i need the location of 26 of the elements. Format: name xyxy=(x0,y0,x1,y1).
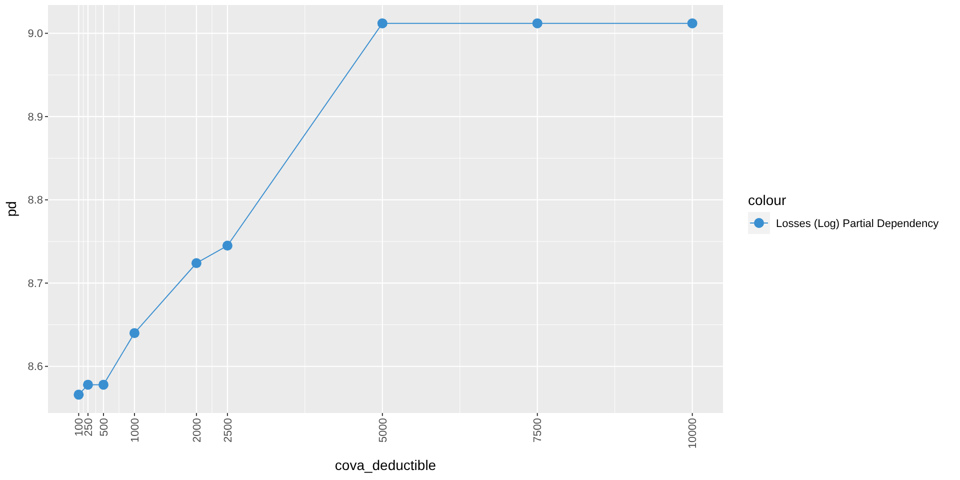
point xyxy=(532,18,542,28)
point xyxy=(377,18,388,28)
y-tick-label: 8.8 xyxy=(28,194,43,207)
point xyxy=(74,390,84,400)
y-tick-label: 8.7 xyxy=(28,278,43,290)
y-tick-label: 8.9 xyxy=(28,111,43,124)
x-tick-label: 250 xyxy=(82,418,95,436)
y-tick-label: 8.6 xyxy=(28,361,43,374)
x-axis-title: cova_deductible xyxy=(334,457,436,473)
x-tick-label: 5000 xyxy=(377,418,390,442)
legend-label: Losses (Log) Partial Dependency xyxy=(776,218,940,230)
x-tick-label: 500 xyxy=(98,418,110,436)
point xyxy=(82,380,93,390)
legend-title: colour xyxy=(748,192,786,208)
x-tick-label: 2500 xyxy=(222,418,234,442)
point xyxy=(98,380,108,390)
y-tick-label: 9.0 xyxy=(28,28,43,40)
point xyxy=(129,328,140,338)
point xyxy=(687,18,698,28)
x-tick-label: 1000 xyxy=(129,418,142,442)
x-tick-label: 7500 xyxy=(532,418,544,442)
point xyxy=(222,240,232,251)
x-tick-label: 2000 xyxy=(191,418,204,442)
y-axis-title: pd xyxy=(3,201,19,217)
point xyxy=(191,258,202,268)
x-tick-label: 10000 xyxy=(687,418,700,449)
